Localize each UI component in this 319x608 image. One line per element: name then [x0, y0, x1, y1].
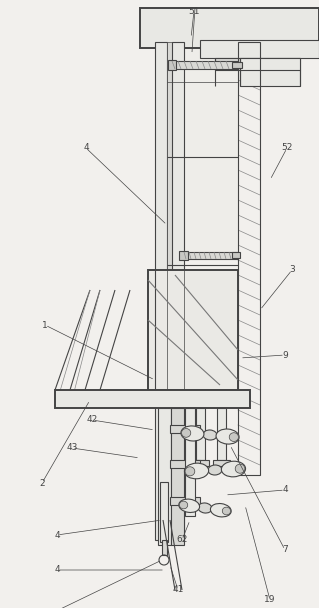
Bar [232, 62, 242, 68]
Ellipse shape [181, 426, 204, 441]
Ellipse shape [235, 464, 245, 473]
Text: 52: 52 [281, 143, 293, 153]
Text: 51: 51 [188, 7, 200, 15]
Bar [167, 157, 238, 257]
Text: 4: 4 [83, 143, 89, 153]
Bar [200, 40, 319, 58]
Text: 3: 3 [289, 266, 295, 274]
Bar [196, 408, 205, 460]
Text: 4: 4 [282, 486, 288, 494]
Text: 7: 7 [282, 545, 288, 554]
Bar [185, 408, 195, 516]
Text: 19: 19 [264, 595, 276, 604]
Bar [170, 460, 200, 468]
Bar [170, 497, 200, 505]
Ellipse shape [211, 503, 231, 517]
Bar [167, 42, 172, 540]
Ellipse shape [179, 499, 200, 513]
Ellipse shape [179, 501, 188, 509]
Text: 1: 1 [42, 320, 48, 330]
Bar [170, 425, 200, 433]
Bar [184, 252, 238, 259]
Bar [155, 42, 167, 540]
Text: 4: 4 [54, 531, 60, 539]
Text: 42: 42 [86, 415, 98, 424]
Text: 4: 4 [54, 565, 60, 575]
Bar [238, 42, 260, 475]
Ellipse shape [203, 430, 217, 440]
Bar [215, 58, 300, 70]
Ellipse shape [222, 507, 231, 515]
Ellipse shape [208, 465, 222, 475]
Text: 41: 41 [172, 586, 184, 595]
Text: 62: 62 [176, 536, 188, 545]
Bar [217, 408, 226, 460]
Bar [172, 61, 238, 69]
Bar [240, 58, 300, 86]
Ellipse shape [182, 429, 191, 437]
Text: 2: 2 [39, 478, 45, 488]
Ellipse shape [221, 461, 246, 477]
Bar [55, 390, 250, 408]
Bar [232, 252, 240, 258]
Text: 9: 9 [282, 350, 288, 359]
Bar [172, 42, 184, 540]
Bar [160, 482, 168, 542]
Bar [171, 408, 184, 545]
Ellipse shape [198, 503, 212, 513]
Bar [168, 60, 176, 70]
Ellipse shape [184, 463, 209, 478]
Bar [158, 408, 171, 545]
Bar [162, 540, 167, 555]
Bar [167, 42, 238, 157]
Ellipse shape [216, 429, 239, 444]
Ellipse shape [229, 433, 239, 441]
Bar [192, 460, 209, 466]
Text: 43: 43 [66, 443, 78, 452]
Bar [140, 8, 319, 48]
Bar [213, 460, 230, 466]
Bar [179, 251, 188, 260]
Ellipse shape [185, 467, 195, 476]
Bar [148, 270, 238, 390]
